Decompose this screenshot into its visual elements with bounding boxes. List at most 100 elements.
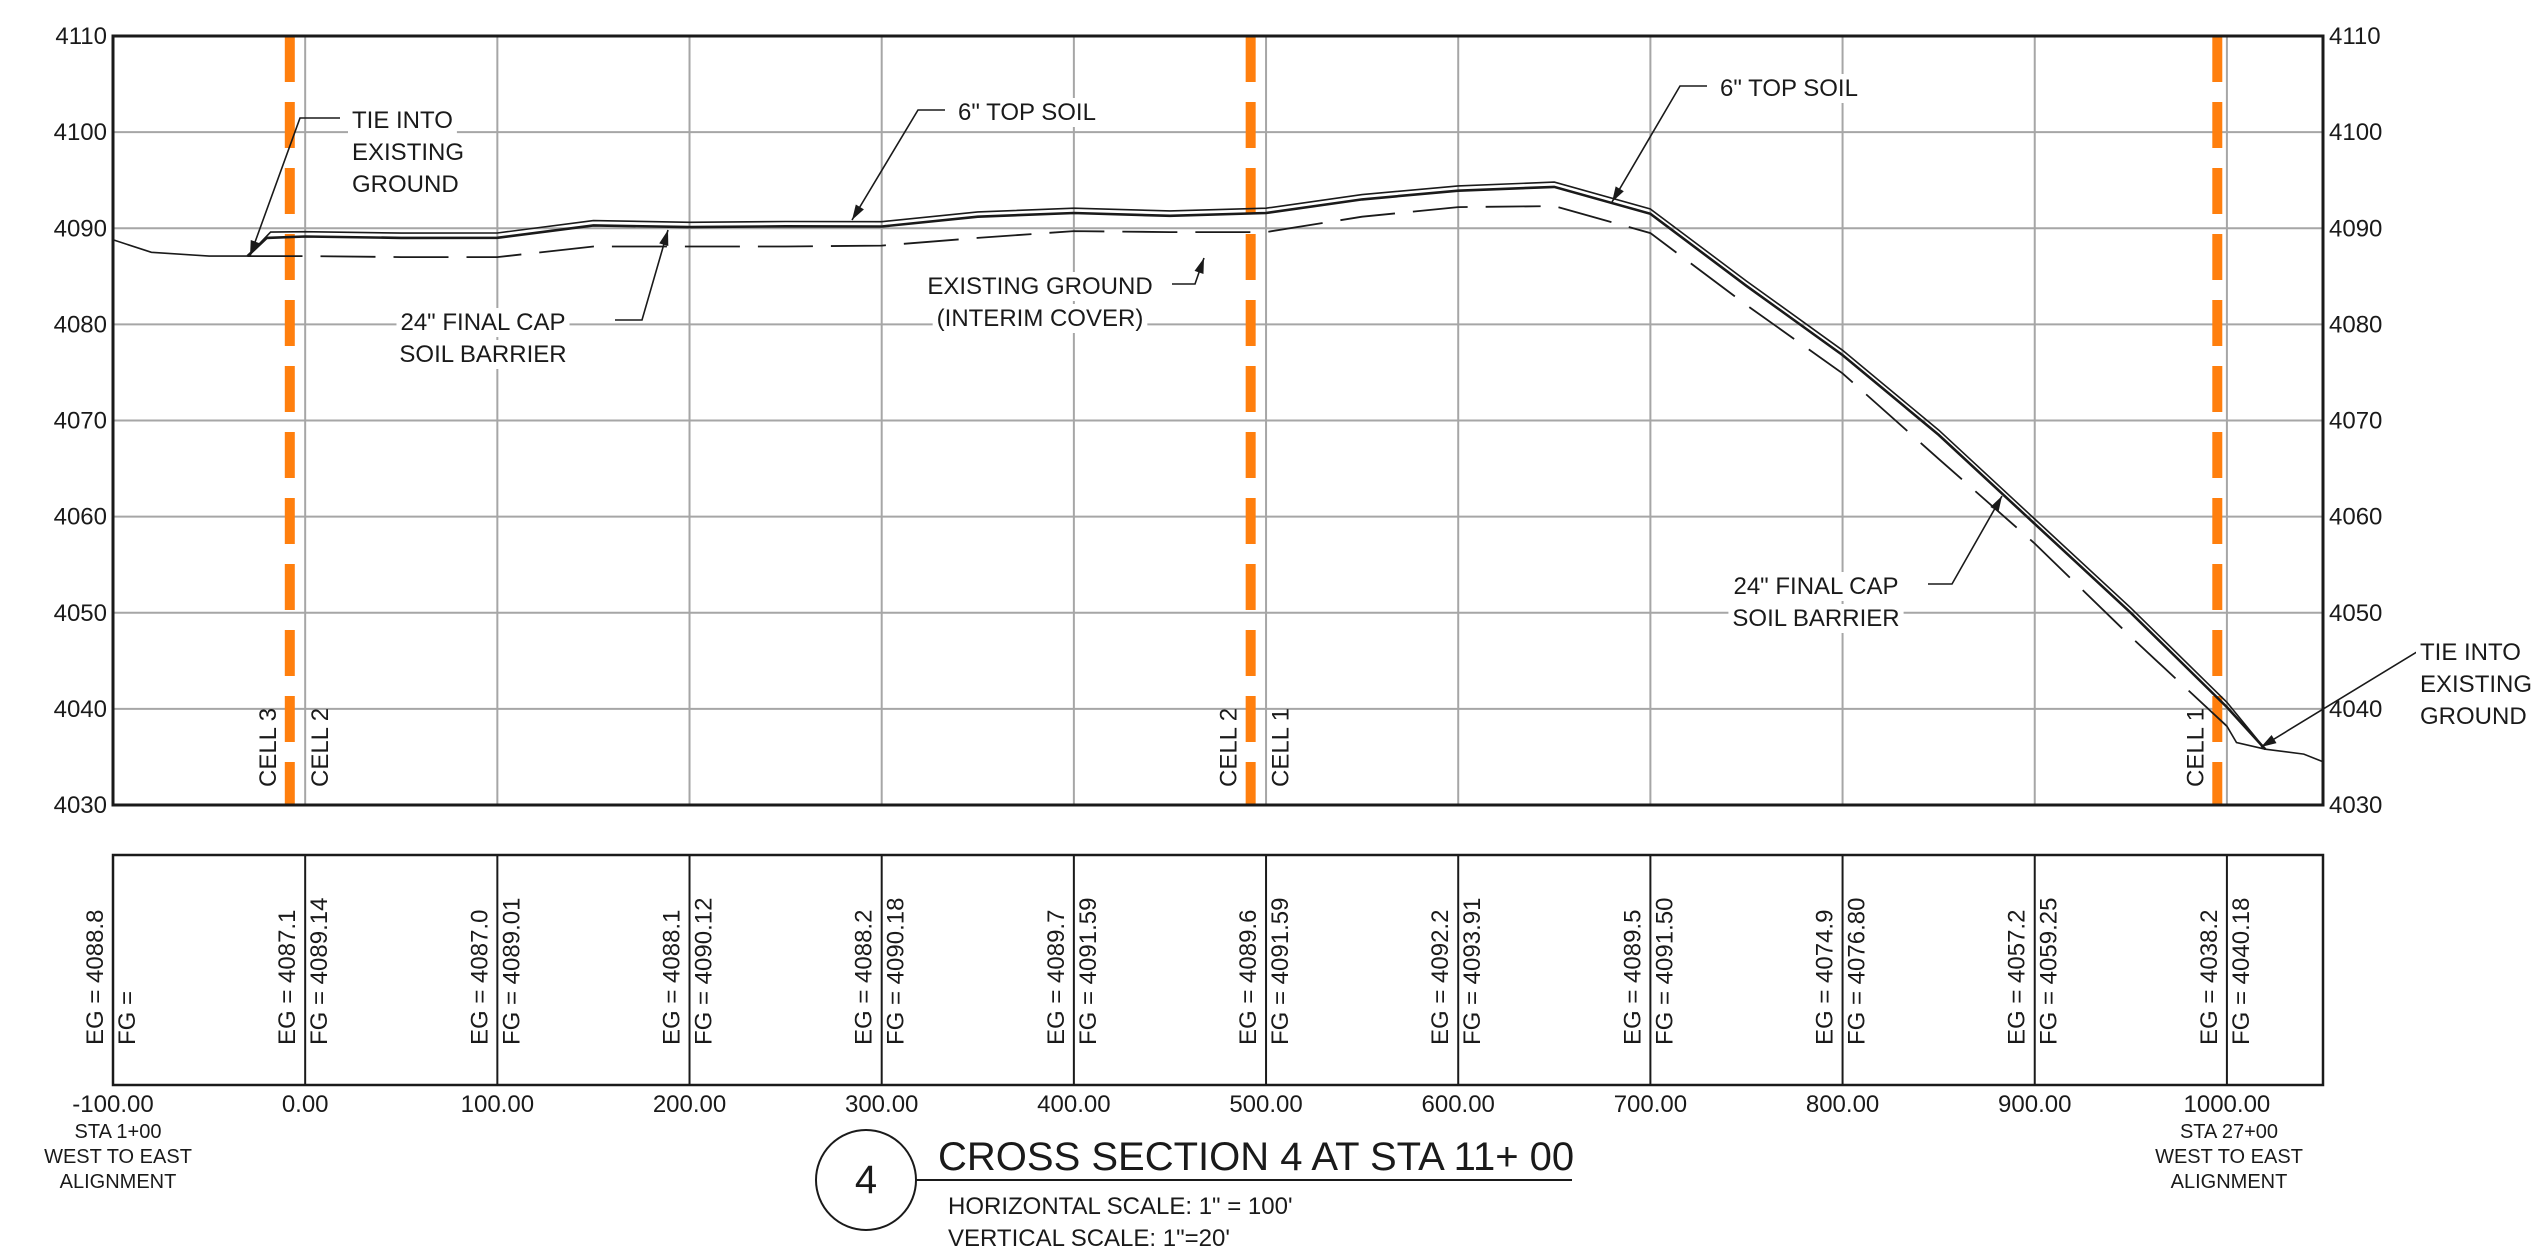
leader-arrowhead: [2261, 735, 2277, 747]
cell-label: CELL 3: [255, 708, 282, 787]
fg-value: FG = 4091.50: [1651, 898, 1678, 1045]
station-left-line: STA 1+00: [75, 1121, 162, 1143]
annotation-backdrop: [348, 138, 469, 167]
leader-arrowhead: [659, 230, 669, 246]
annotation-backdrop: [348, 170, 463, 199]
leader-line: [1611, 85, 1707, 203]
annotation-text: GROUND: [2420, 703, 2527, 730]
leader-arrowhead: [1194, 258, 1204, 274]
fg-value: FG = 4059.25: [2036, 898, 2063, 1045]
leader-arrowhead: [1612, 186, 1624, 202]
eg-value: EG = 4089.6: [1235, 910, 1262, 1045]
y-tick-label-right: 4100: [2329, 119, 2382, 146]
annotation-backdrop: [348, 106, 457, 135]
leader-arrowhead: [1990, 496, 2002, 512]
annotation-text: TIE INTO: [2420, 639, 2521, 666]
annotation-text: 24" FINAL CAP: [1733, 573, 1898, 600]
y-tick-label-right: 4090: [2329, 215, 2382, 242]
station-right-line: STA 27+00: [2180, 1121, 2278, 1143]
section-title: CROSS SECTION 4 AT STA 11+ 00: [938, 1135, 1574, 1179]
x-tick-label: 1000.00: [2184, 1091, 2271, 1118]
x-tick-label: 300.00: [845, 1091, 918, 1118]
eg-value: EG = 4057.2: [2004, 910, 2031, 1045]
y-tick-label-right: 4050: [2329, 600, 2382, 627]
leader-line: [249, 117, 340, 257]
station-right-note: STA 27+00 WEST TO EAST ALIGNMENT: [2155, 1121, 2303, 1193]
plot-frame: [111, 34, 2325, 807]
eg-value: EG = 4089.5: [1619, 910, 1646, 1045]
annotation-backdrop: [395, 340, 571, 369]
eg-value: EG = 4088.2: [851, 910, 878, 1045]
x-tick-label: 900.00: [1998, 1091, 2071, 1118]
fg-value: FG = 4089.01: [498, 898, 525, 1045]
cell-boundaries: CELL 3 CELL 2 CELL 2 CELL 1 CELL 1: [255, 36, 2223, 805]
y-tick-label-left: 4080: [54, 311, 107, 338]
leader-line: [615, 229, 669, 321]
eg-value: EG = 4074.9: [1812, 910, 1839, 1045]
y-tick-label-left: 4100: [54, 119, 107, 146]
y-tick-label-left: 4060: [54, 504, 107, 531]
x-tick-label: 600.00: [1422, 1091, 1495, 1118]
plot-border: [111, 34, 2325, 807]
y-tick-label-left: 4050: [54, 600, 107, 627]
title-block: 4 CROSS SECTION 4 AT STA 11+ 00 HORIZONT…: [815, 1129, 1574, 1252]
x-tick-label: 400.00: [1037, 1091, 1110, 1118]
annotation-text: 6" TOP SOIL: [1720, 75, 1858, 102]
existing-ground-line: [112, 239, 248, 257]
annotation-backdrop: [1716, 74, 1862, 103]
profile-lines: [112, 181, 2324, 763]
station-right-line: WEST TO EAST: [2155, 1146, 2303, 1168]
annotation-text: EXISTING: [352, 139, 464, 166]
y-tick-label-left: 4110: [55, 23, 107, 50]
top-soil-line: [246, 181, 2266, 750]
station-left-note: STA 1+00 WEST TO EAST ALIGNMENT: [44, 1121, 192, 1193]
annotation-backdrop: [923, 272, 1157, 301]
horizontal-scale: HORIZONTAL SCALE: 1" = 100': [948, 1193, 1293, 1220]
cell-label: CELL 2: [1216, 708, 1243, 787]
station-labels: -100.00 0.00 100.00 200.00 300.00 400.00 500.0…: [72, 1091, 2270, 1118]
eg-value: EG = 4038.2: [2196, 910, 2223, 1045]
annotation-text: EXISTING: [2420, 671, 2532, 698]
x-tick-label: -100.00: [72, 1091, 153, 1118]
x-tick-label: 0.00: [282, 1091, 329, 1118]
eg-value: EG = 4089.7: [1043, 910, 1070, 1045]
existing-ground-dashed-line: [247, 205, 2228, 727]
eg-value: EG = 4092.2: [1427, 910, 1454, 1045]
fg-value: FG =: [114, 991, 141, 1045]
annotation-text: (INTERIM COVER): [937, 305, 1144, 332]
annotation-backdrop: [2416, 638, 2525, 667]
annotation-backdrop: [396, 308, 570, 337]
cell-label: CELL 2: [307, 708, 334, 787]
elevation-table: EG = 4088.8 FG = EG = 4087.1 FG = 4089.14 EG…: [82, 853, 2325, 1087]
annotation-text: 6" TOP SOIL: [958, 99, 1096, 126]
section-number: 4: [855, 1158, 877, 1202]
leader-arrowhead: [852, 204, 864, 220]
station-right-line: ALIGNMENT: [2171, 1171, 2288, 1193]
fg-value: FG = 4091.59: [1075, 898, 1102, 1045]
y-tick-label-left: 4070: [54, 408, 107, 435]
fg-value: FG = 4090.18: [883, 898, 910, 1045]
fg-value: FG = 4093.91: [1459, 898, 1486, 1045]
fg-value: FG = 4076.80: [1844, 898, 1871, 1045]
leader-line: [1928, 495, 2003, 585]
annotation-text: SOIL BARRIER: [399, 341, 566, 368]
annotation-text: EXISTING GROUND: [927, 273, 1152, 300]
annotation-backdrop: [1728, 604, 1904, 633]
annotation-text: SOIL BARRIER: [1732, 605, 1899, 632]
y-tick-label-right: 4070: [2329, 408, 2382, 435]
y-tick-label-left: 4030: [54, 792, 107, 819]
fg-value: FG = 4091.59: [1267, 898, 1294, 1045]
y-tick-label-left: 4090: [54, 215, 107, 242]
station-left-line: WEST TO EAST: [44, 1146, 192, 1168]
leader-line: [851, 109, 945, 221]
annotations: TIE INTO EXISTING GROUND 6" TOP SOIL 6" TOP …: [249, 74, 2537, 748]
annotation-backdrop: [1729, 572, 1903, 601]
annotation-backdrop: [2416, 670, 2537, 699]
annotation-backdrop: [954, 98, 1100, 127]
annotation-backdrop: [932, 304, 1148, 333]
y-tick-label-right: 4080: [2329, 311, 2382, 338]
annotation-backdrop: [2416, 702, 2531, 731]
cell-label: CELL 1: [1268, 708, 1295, 787]
